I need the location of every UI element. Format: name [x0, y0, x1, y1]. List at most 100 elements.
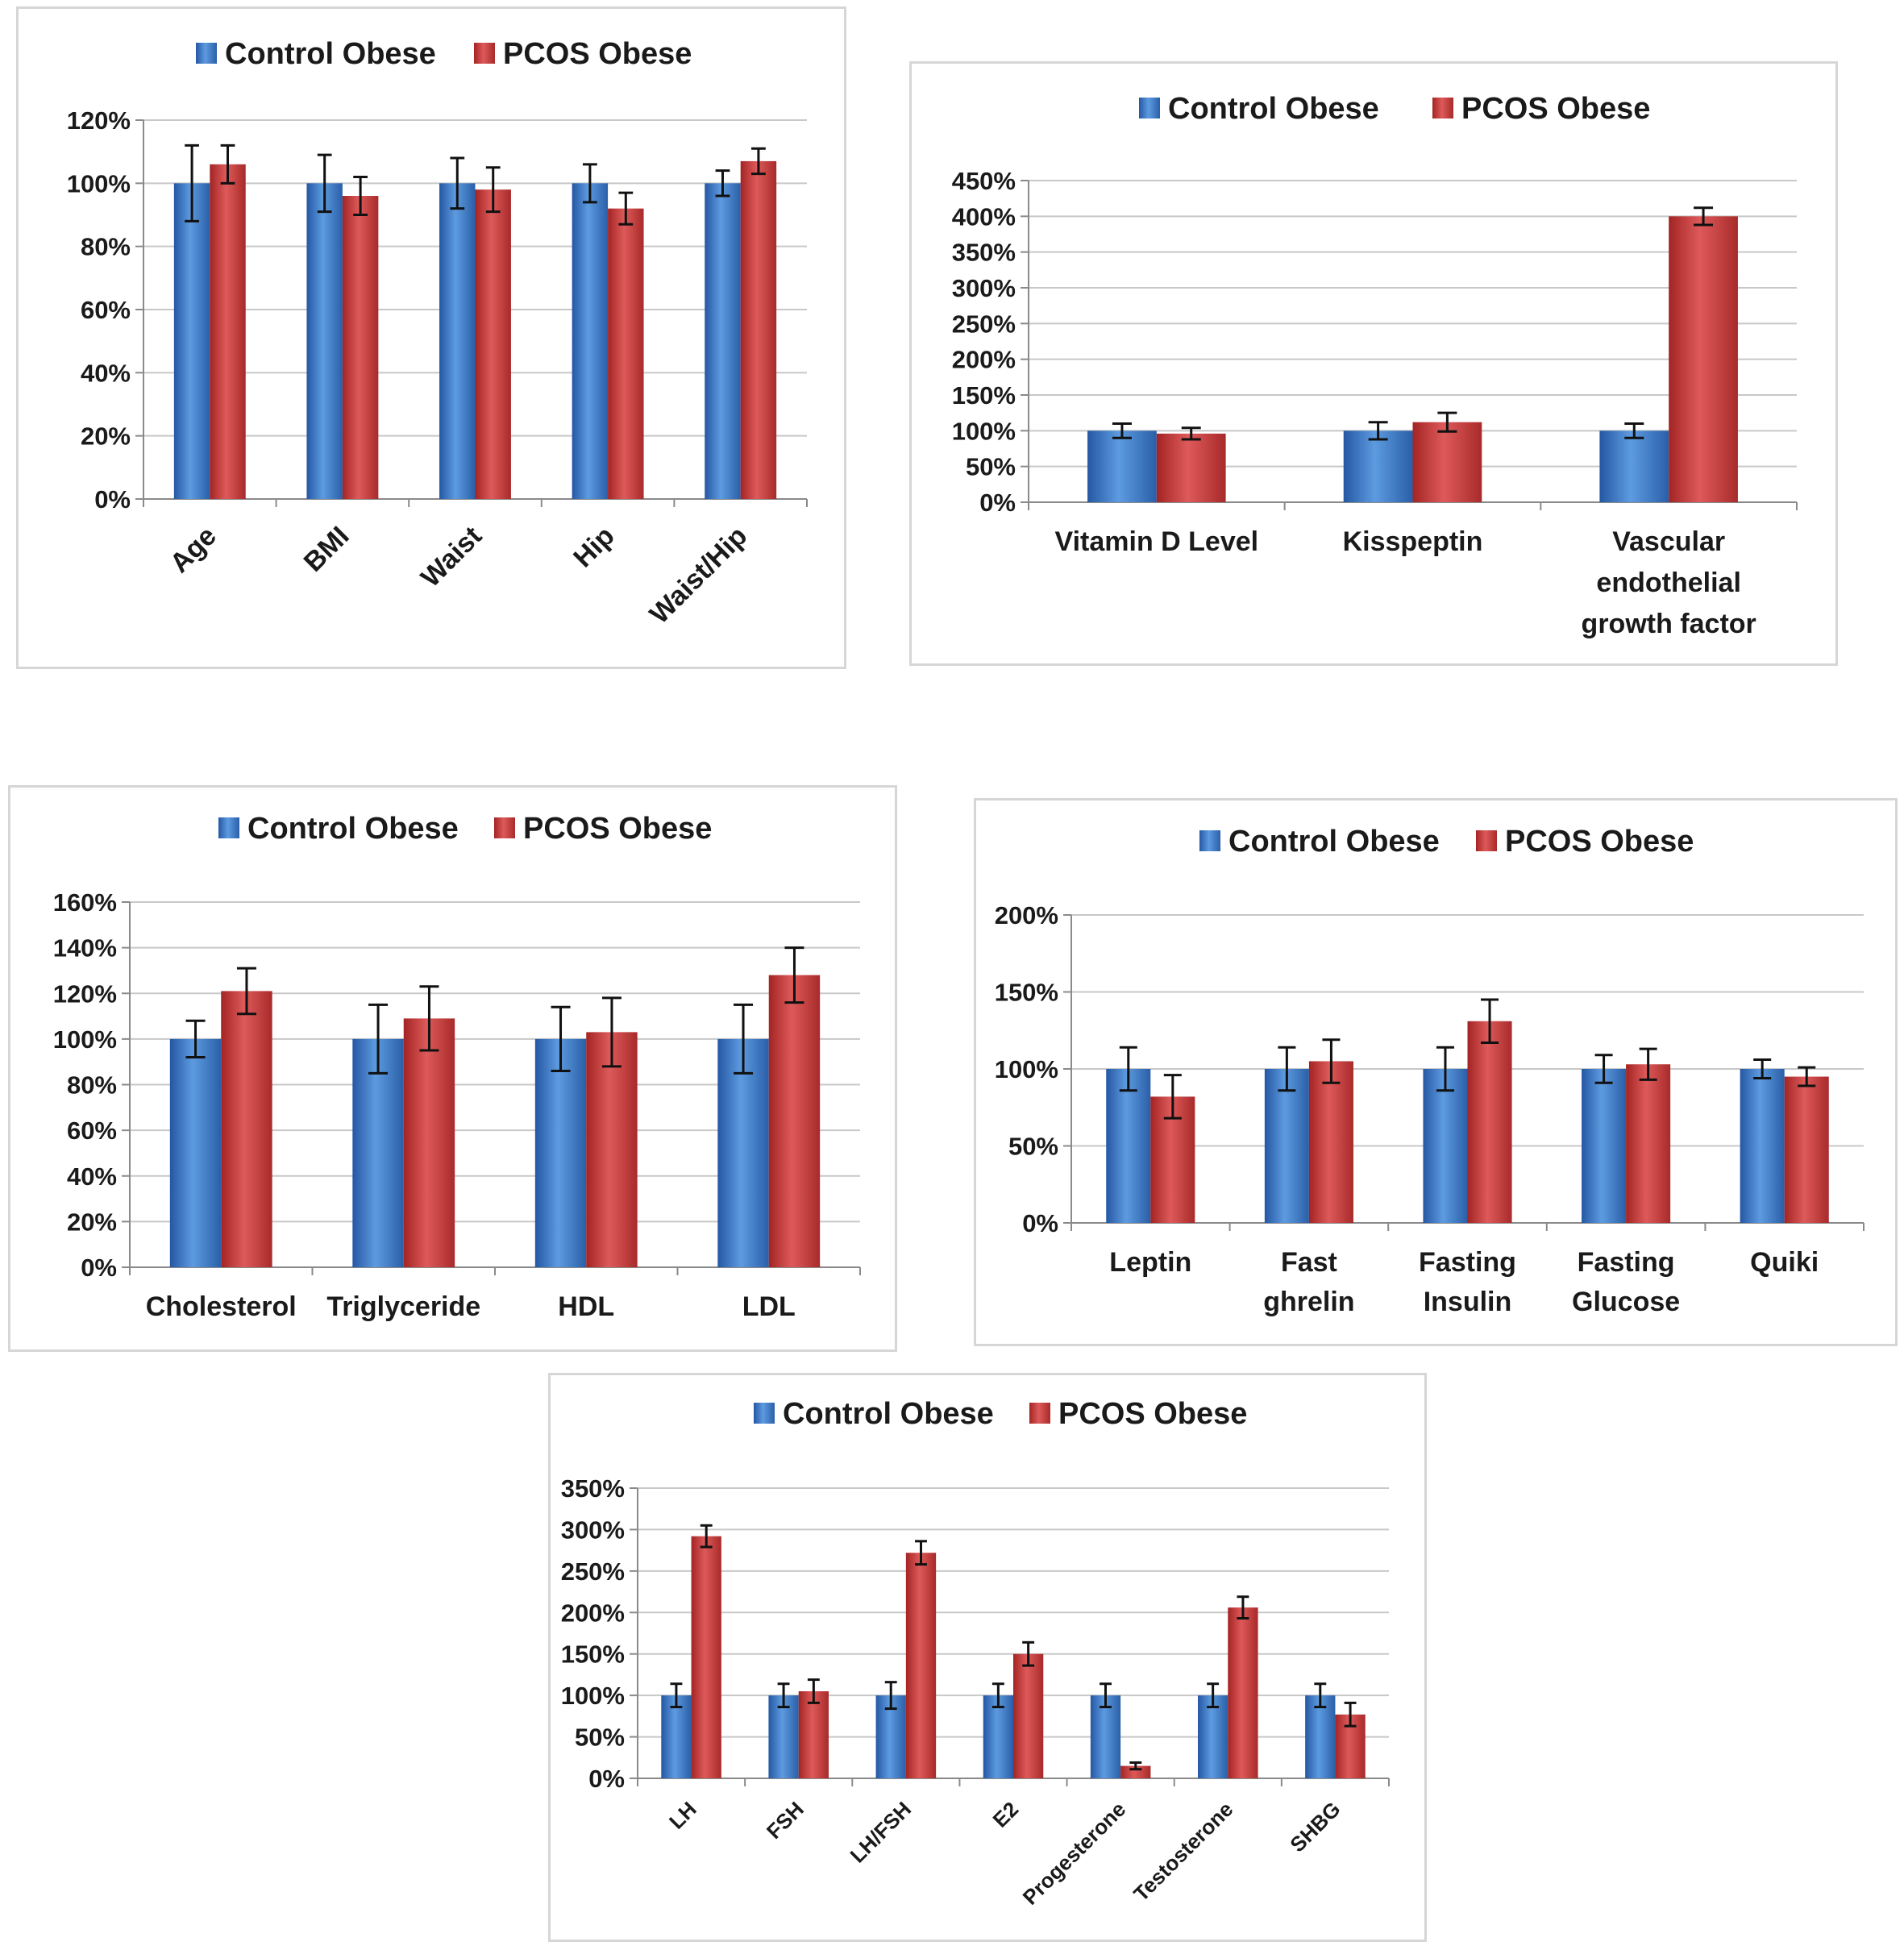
legend-swatch-pcos-obese — [1476, 830, 1497, 851]
y-tick-label: 100% — [561, 1682, 625, 1710]
chart-panel-metabolic: Control Obese PCOS Obese 0% 50% 100% 150% 200%… — [974, 798, 1898, 1346]
chart-anthropometric: Control Obese PCOS Obese 0% 20% 40% 60% 80% 100… — [67, 37, 808, 630]
y-tick-label: 200% — [561, 1599, 625, 1627]
legend-swatch-pcos-obese — [1029, 1403, 1050, 1424]
bar-control-obese-waist-hip — [705, 183, 741, 500]
bar-control-obese-e2 — [983, 1695, 1013, 1778]
bar-control-obese-progesterone — [1090, 1695, 1121, 1778]
bar-pcos-obese-progesterone — [1120, 1765, 1151, 1778]
legend: Control Obese PCOS Obese — [754, 1397, 1247, 1431]
x-category-label-bmi: BMI — [298, 521, 355, 578]
bar-control-obese-kisspeptin — [1343, 430, 1413, 502]
y-tick-label: 200% — [995, 901, 1058, 929]
y-tick-label: 0% — [1022, 1209, 1058, 1237]
y-tick-label: 150% — [561, 1640, 625, 1669]
y-tick-label: 300% — [952, 274, 1016, 302]
bar-control-obese-age — [173, 183, 210, 500]
y-tick-label: 120% — [53, 979, 117, 1008]
y-tick-label: 350% — [561, 1474, 625, 1503]
bar-control-obese-fast-ghrelin — [1264, 1069, 1309, 1223]
chart-lipids: Control Obese PCOS Obese 0% 20% 40% 60% 80% 100… — [53, 812, 861, 1322]
x-category-label-triglyceride: Triglyceride — [326, 1291, 480, 1322]
y-tick-label: 200% — [952, 346, 1016, 374]
bar-control-obese-leptin — [1106, 1069, 1151, 1223]
y-tick-label: 250% — [561, 1557, 625, 1586]
y-tick-label: 80% — [67, 1071, 117, 1100]
y-tick-label: 100% — [53, 1025, 117, 1054]
legend-swatch-control-obese — [754, 1403, 775, 1424]
y-tick-label: 0% — [94, 485, 131, 514]
bar-control-obese-vitamin-d-level — [1087, 430, 1157, 502]
bar-control-obese-bmi — [306, 183, 343, 500]
bar-pcos-obese-hdl — [586, 1032, 638, 1267]
y-tick-label: 60% — [67, 1116, 117, 1145]
y-tick-label: 50% — [575, 1724, 625, 1752]
bar-control-obese-vascular-endothelial-growth-factor — [1599, 430, 1669, 502]
bar-pcos-obese-age — [210, 164, 246, 500]
x-category-label-waist-hip: Waist/Hip — [644, 521, 754, 630]
y-tick-label: 0% — [979, 489, 1016, 517]
bar-control-obese-fsh — [768, 1695, 799, 1778]
bar-pcos-obese-quiki — [1784, 1076, 1829, 1223]
x-category-label-vascular-endothelial-growth-factor-line2: endothelial — [1596, 568, 1740, 598]
x-category-label-vascular-endothelial-growth-factor-line1: Vascular — [1612, 526, 1725, 557]
bar-control-obese-fasting-insulin — [1423, 1069, 1468, 1223]
x-category-label-fast-ghrelin-line2: ghrelin — [1263, 1287, 1354, 1317]
y-tick-label: 50% — [1008, 1133, 1058, 1161]
chart-vitd-kiss-vegf: Control Obese PCOS Obese 0% 50% 100% 150% 200%… — [952, 92, 1798, 639]
bar-pcos-obese-fsh — [798, 1691, 829, 1778]
legend-swatch-control-obese — [1199, 830, 1220, 851]
bar-control-obese-hip — [572, 183, 609, 500]
x-category-label-hip: Hip — [567, 521, 621, 574]
bar-pcos-obese-lh-fsh — [905, 1553, 937, 1778]
bar-control-obese-triglyceride — [352, 1038, 404, 1267]
x-category-label-fast-ghrelin-line1: Fast — [1281, 1247, 1337, 1278]
chart-hormones: Control Obese PCOS Obese 0% 50% 100% 150% 200%… — [561, 1397, 1390, 1910]
y-tick-label: 250% — [952, 310, 1016, 338]
bar-pcos-obese-hip — [608, 208, 644, 499]
x-category-label-fsh: FSH — [762, 1797, 809, 1844]
legend-swatch-control-obese — [218, 817, 239, 838]
legend-swatch-control-obese — [1139, 98, 1160, 119]
legend-label-control-obese: Control Obese — [1168, 92, 1379, 126]
bar-pcos-obese-lh — [691, 1536, 721, 1778]
x-category-label-leptin: Leptin — [1109, 1247, 1191, 1278]
x-category-label-fasting-glucose-line2: Glucose — [1572, 1287, 1680, 1317]
y-tick-label: 400% — [952, 202, 1016, 231]
bar-control-obese-shbg — [1305, 1695, 1336, 1778]
x-category-label-age: Age — [164, 521, 222, 579]
x-category-label-progesterone: Progesterone — [1018, 1797, 1131, 1910]
y-tick-label: 350% — [952, 239, 1016, 267]
bar-control-obese-waist — [439, 183, 476, 500]
x-category-label-vitamin-d-level: Vitamin D Level — [1055, 526, 1259, 557]
legend: Control Obese PCOS Obese — [1199, 825, 1694, 859]
x-category-label-testosterone: Testosterone — [1129, 1797, 1237, 1906]
y-tick-label: 40% — [81, 359, 131, 387]
x-category-label-shbg: SHBG — [1285, 1797, 1345, 1857]
x-category-label-hdl: HDL — [558, 1291, 614, 1322]
legend-label-control-obese: Control Obese — [1228, 825, 1440, 859]
y-tick-label: 300% — [561, 1516, 625, 1544]
bar-control-obese-ldl — [717, 1038, 769, 1267]
bar-pcos-obese-waist — [475, 189, 511, 499]
legend-label-pcos-obese: PCOS Obese — [1461, 92, 1650, 126]
bar-pcos-obese-kisspeptin — [1412, 422, 1482, 502]
x-category-label-waist: Waist — [415, 521, 488, 593]
x-category-label-ldl: LDL — [742, 1291, 796, 1322]
y-tick-label: 120% — [67, 106, 131, 135]
y-tick-label: 0% — [81, 1254, 117, 1282]
legend-swatch-pcos-obese — [474, 43, 495, 64]
y-tick-label: 100% — [952, 417, 1016, 445]
y-tick-label: 150% — [952, 381, 1016, 410]
legend-label-pcos-obese: PCOS Obese — [1058, 1397, 1247, 1431]
bar-pcos-obese-fasting-glucose — [1626, 1064, 1671, 1223]
legend-swatch-pcos-obese — [1432, 98, 1453, 119]
x-category-label-lh-fsh: LH/FSH — [845, 1797, 916, 1868]
bar-control-obese-fasting-glucose — [1582, 1069, 1627, 1223]
chart-panel-hormones: Control Obese PCOS Obese 0% 50% 100% 150% 200%… — [548, 1373, 1427, 1942]
bar-pcos-obese-bmi — [342, 196, 379, 499]
legend: Control Obese PCOS Obese — [196, 37, 692, 71]
y-tick-label: 0% — [588, 1765, 625, 1793]
y-tick-label: 150% — [995, 979, 1058, 1007]
bar-control-obese-quiki — [1740, 1069, 1785, 1223]
